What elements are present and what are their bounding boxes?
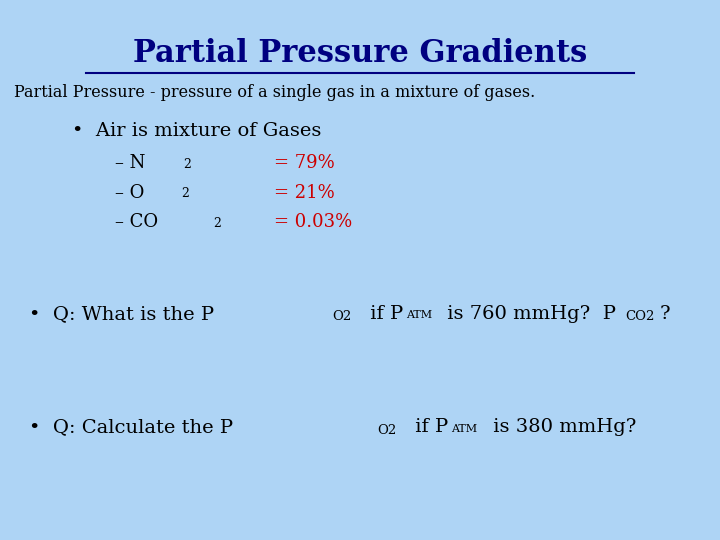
Text: •  Air is mixture of Gases: • Air is mixture of Gases — [72, 122, 321, 139]
Text: Partial Pressure Gradients: Partial Pressure Gradients — [133, 38, 587, 69]
Text: 2: 2 — [184, 158, 192, 171]
Text: •  Q: Calculate the P: • Q: Calculate the P — [29, 418, 233, 436]
Text: ATM: ATM — [406, 310, 432, 321]
Text: = 21%: = 21% — [274, 184, 334, 201]
Text: CO2: CO2 — [625, 310, 654, 323]
Text: if P: if P — [409, 418, 449, 436]
Text: 2: 2 — [181, 187, 189, 200]
Text: – N: – N — [115, 154, 145, 172]
Text: 2: 2 — [213, 217, 221, 230]
Text: •  Q: What is the P: • Q: What is the P — [29, 305, 214, 323]
Text: is 760 mmHg?  P: is 760 mmHg? P — [441, 305, 616, 323]
Text: – O: – O — [115, 184, 145, 201]
Text: if P: if P — [364, 305, 403, 323]
Text: Partial Pressure - pressure of a single gas in a mixture of gases.: Partial Pressure - pressure of a single … — [14, 84, 536, 100]
Text: – CO: – CO — [115, 213, 158, 231]
Text: O2: O2 — [377, 424, 397, 437]
Text: is 380 mmHg?: is 380 mmHg? — [487, 418, 636, 436]
Text: = 79%: = 79% — [274, 154, 334, 172]
Text: ATM: ATM — [451, 424, 477, 434]
Text: O2: O2 — [332, 310, 351, 323]
Text: ?: ? — [660, 305, 670, 323]
Text: = 0.03%: = 0.03% — [274, 213, 352, 231]
